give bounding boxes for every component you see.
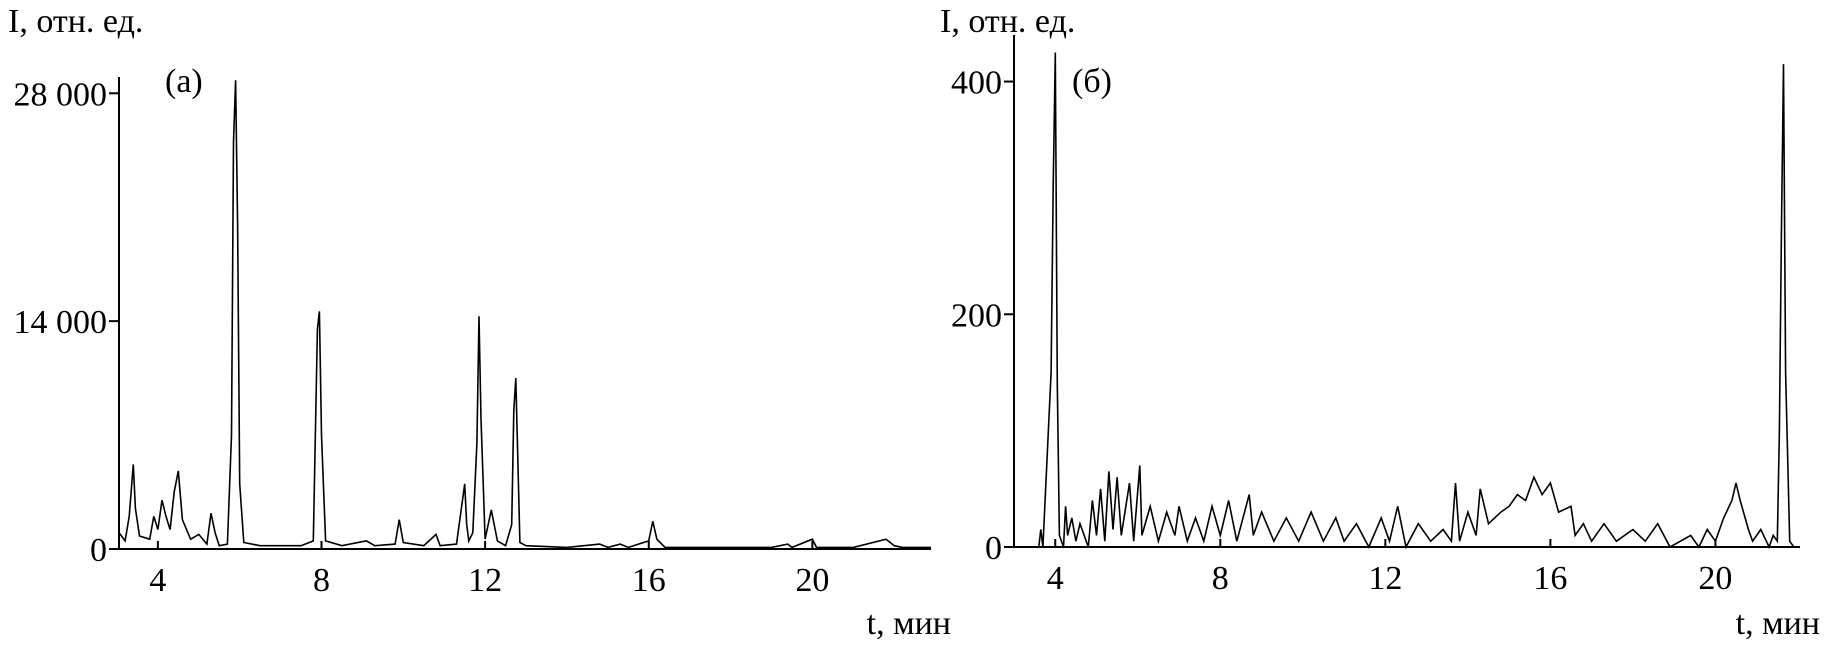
chromatogram-line: [1014, 52, 1800, 550]
x-tick-label: 20: [1698, 560, 1732, 597]
x-tick-label: 4: [149, 562, 166, 599]
y-tick-label: 400: [951, 65, 1002, 102]
x-tick-label: 16: [632, 562, 666, 599]
y-axis-label: I, отн. ед.: [8, 3, 143, 40]
x-tick-label: 12: [1368, 560, 1402, 597]
panel-label: (б): [1072, 63, 1112, 100]
x-tick-label: 12: [468, 562, 502, 599]
x-tick-label: 20: [795, 562, 829, 599]
x-axis-label: t, мин: [1736, 605, 1820, 642]
y-tick-label: 200: [951, 297, 1002, 334]
chromatogram-line: [118, 80, 931, 549]
x-axis-label: t, мин: [867, 605, 951, 642]
y-tick-label: 14 000: [14, 304, 108, 341]
x-tick-label: 8: [313, 562, 330, 599]
x-tick-label: 8: [1212, 560, 1229, 597]
y-tick-label: 0: [90, 532, 107, 569]
y-axis-label: I, отн. ед.: [940, 3, 1075, 40]
x-tick-label: 4: [1047, 560, 1064, 597]
y-tick-label: 28 000: [14, 76, 108, 113]
y-tick-label: 0: [985, 530, 1002, 567]
x-tick-label: 16: [1533, 560, 1567, 597]
panel-label: (а): [165, 63, 203, 100]
